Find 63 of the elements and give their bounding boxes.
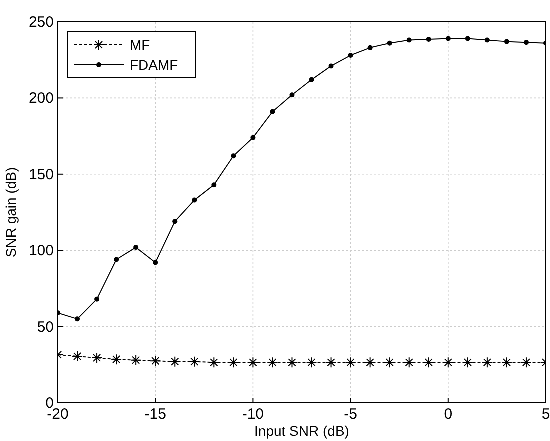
point bbox=[404, 357, 415, 368]
x-tick-label: 0 bbox=[444, 406, 453, 423]
point bbox=[134, 245, 139, 250]
point bbox=[462, 357, 474, 368]
point bbox=[290, 92, 295, 98]
point bbox=[345, 357, 356, 368]
point bbox=[326, 357, 337, 368]
point bbox=[94, 296, 100, 302]
point bbox=[72, 351, 84, 362]
point bbox=[348, 53, 354, 58]
point bbox=[328, 64, 334, 69]
point bbox=[484, 38, 490, 43]
point bbox=[520, 357, 532, 368]
point bbox=[172, 219, 178, 224]
point bbox=[442, 357, 454, 368]
point bbox=[384, 357, 396, 368]
y-tick-label: 50 bbox=[37, 318, 54, 336]
point bbox=[150, 356, 162, 367]
y-tick-label: 0 bbox=[46, 395, 54, 412]
point bbox=[482, 357, 493, 368]
point bbox=[130, 354, 142, 366]
point bbox=[504, 39, 510, 44]
point bbox=[267, 357, 278, 368]
point bbox=[465, 36, 470, 42]
y-tick-label: 250 bbox=[28, 14, 54, 31]
point bbox=[286, 357, 298, 368]
point bbox=[250, 135, 256, 140]
x-axis-title: Input SNR (dB) bbox=[254, 423, 350, 439]
point bbox=[446, 36, 451, 42]
point bbox=[423, 357, 434, 368]
point bbox=[501, 357, 512, 368]
y-axis-title: SNR gain (dB) bbox=[3, 167, 19, 258]
point bbox=[248, 357, 259, 368]
point bbox=[406, 38, 412, 43]
x-tick-label: -10 bbox=[242, 406, 264, 423]
point bbox=[189, 356, 200, 368]
point bbox=[75, 316, 80, 322]
point bbox=[426, 37, 432, 42]
legend-label: MF bbox=[130, 37, 150, 53]
point bbox=[270, 109, 276, 114]
point bbox=[309, 77, 314, 82]
point bbox=[208, 357, 220, 368]
legend-label: FDAMF bbox=[130, 57, 178, 73]
x-tick-label: -15 bbox=[144, 406, 166, 423]
point bbox=[368, 45, 373, 50]
point bbox=[153, 260, 158, 266]
point bbox=[212, 182, 217, 188]
point bbox=[364, 357, 376, 368]
y-tick-label: 100 bbox=[28, 242, 54, 260]
x-tick-label: -5 bbox=[344, 406, 358, 423]
y-tick-label: 200 bbox=[28, 90, 54, 108]
y-tick-label: 150 bbox=[28, 166, 54, 184]
point bbox=[192, 198, 198, 203]
point bbox=[387, 40, 392, 46]
point bbox=[231, 154, 236, 159]
x-tick-label: 5 bbox=[542, 406, 550, 423]
point bbox=[306, 357, 318, 368]
point bbox=[524, 40, 529, 46]
point bbox=[92, 352, 103, 364]
point bbox=[114, 257, 120, 262]
point bbox=[228, 357, 240, 368]
point bbox=[170, 356, 181, 368]
point bbox=[111, 354, 122, 366]
